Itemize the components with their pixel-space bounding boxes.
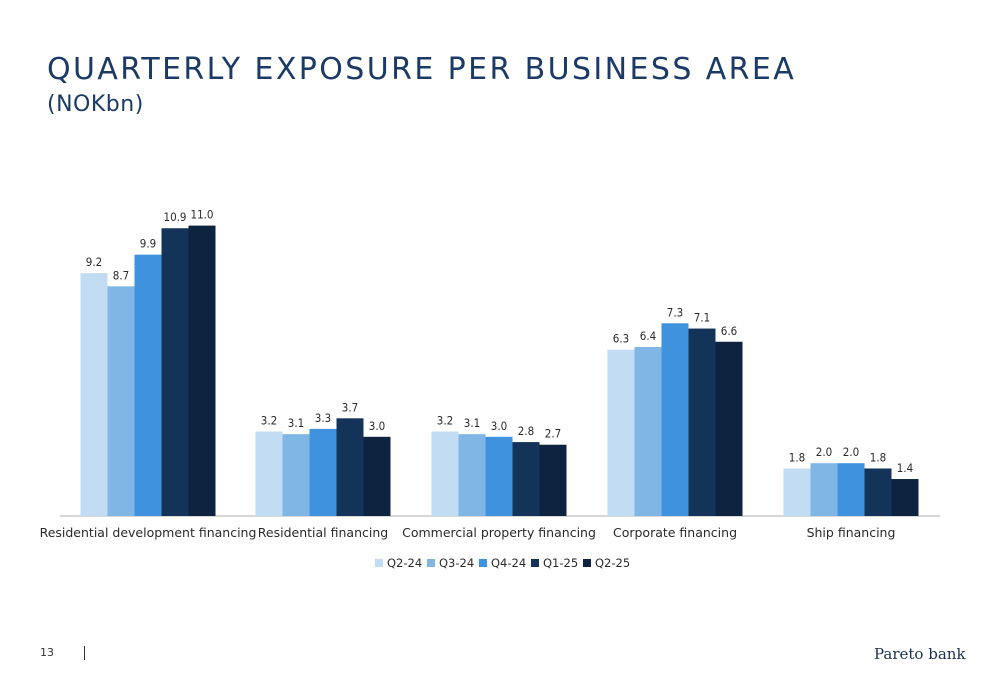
- bar-q1-25-1: [336, 418, 364, 516]
- data-label: 7.1: [694, 311, 710, 325]
- pareto-bank-logo: Pareto bank: [874, 645, 966, 663]
- data-label: 2.7: [545, 427, 561, 441]
- bar-q4-24-0: [134, 254, 162, 516]
- bar-q2-24-4: [783, 468, 811, 516]
- bar-q3-24-3: [634, 347, 662, 516]
- legend-label: Q1-25: [543, 556, 578, 570]
- data-label: 7.3: [667, 305, 683, 319]
- data-label: 3.2: [261, 414, 277, 428]
- data-label: 2.0: [816, 445, 832, 459]
- category-label: Residential development financing: [40, 525, 257, 540]
- page-number: 13: [40, 646, 54, 659]
- bar-q2-25-2: [539, 444, 567, 516]
- bar-q4-24-3: [661, 323, 689, 516]
- legend-label: Q4-24: [491, 556, 526, 570]
- data-label: 3.0: [491, 419, 507, 433]
- data-label: 6.6: [721, 324, 737, 338]
- bar-q2-24-0: [80, 273, 108, 516]
- bar-q4-24-2: [485, 436, 513, 516]
- legend-label: Q2-25: [595, 556, 630, 570]
- legend-label: Q2-24: [387, 556, 422, 570]
- footer-divider: [84, 646, 85, 660]
- bar-q4-24-4: [837, 463, 865, 516]
- data-label: 3.1: [288, 416, 304, 430]
- data-label: 1.8: [789, 450, 805, 464]
- bar-q2-25-4: [891, 479, 919, 516]
- legend-swatch-q1-25: [531, 559, 539, 567]
- legend-swatch-q4-24: [479, 559, 487, 567]
- data-label: 2.8: [518, 424, 534, 438]
- legend-swatch-q2-24: [375, 559, 383, 567]
- bar-q1-25-2: [512, 442, 540, 516]
- bar-q2-24-1: [255, 431, 283, 516]
- legend-label: Q3-24: [439, 556, 474, 570]
- data-label: 9.2: [86, 255, 102, 269]
- bar-q3-24-1: [282, 434, 310, 516]
- data-label: 2.0: [843, 445, 859, 459]
- legend-swatch-q2-25: [583, 559, 591, 567]
- data-label: 10.9: [163, 210, 186, 224]
- data-label: 9.9: [140, 237, 156, 251]
- bar-q2-24-2: [431, 431, 459, 516]
- bar-q1-25-3: [688, 328, 716, 516]
- data-label: 3.0: [369, 419, 385, 433]
- logo-text: Pareto bank: [874, 645, 966, 663]
- data-label: 6.4: [640, 329, 656, 343]
- page-subtitle: (NOKbn): [47, 92, 144, 117]
- bar-q3-24-2: [458, 434, 486, 516]
- data-label: 3.7: [342, 400, 358, 414]
- data-label: 6.3: [613, 332, 629, 346]
- page-title: QUARTERLY EXPOSURE PER BUSINESS AREA: [47, 52, 797, 87]
- data-label: 3.3: [315, 411, 331, 425]
- bar-q1-25-0: [161, 228, 189, 517]
- category-label: Residential financing: [258, 525, 388, 540]
- bar-q2-25-1: [363, 436, 391, 516]
- data-label: 1.4: [897, 461, 913, 475]
- legend-swatch-q3-24: [427, 559, 435, 567]
- bar-q4-24-1: [309, 428, 337, 516]
- data-label: 1.8: [870, 450, 886, 464]
- bar-q3-24-0: [107, 286, 135, 516]
- data-label: 3.1: [464, 416, 480, 430]
- bar-q2-25-0: [188, 225, 216, 516]
- category-label: Ship financing: [807, 525, 896, 540]
- category-label: Commercial property financing: [402, 525, 596, 540]
- data-label: 8.7: [113, 268, 129, 282]
- bar-q2-24-3: [607, 349, 635, 516]
- bar-q1-25-4: [864, 468, 892, 516]
- bar-q3-24-4: [810, 463, 838, 516]
- data-label: 11.0: [190, 208, 213, 222]
- data-label: 3.2: [437, 414, 453, 428]
- bar-q2-25-3: [715, 341, 743, 516]
- category-label: Corporate financing: [613, 525, 737, 540]
